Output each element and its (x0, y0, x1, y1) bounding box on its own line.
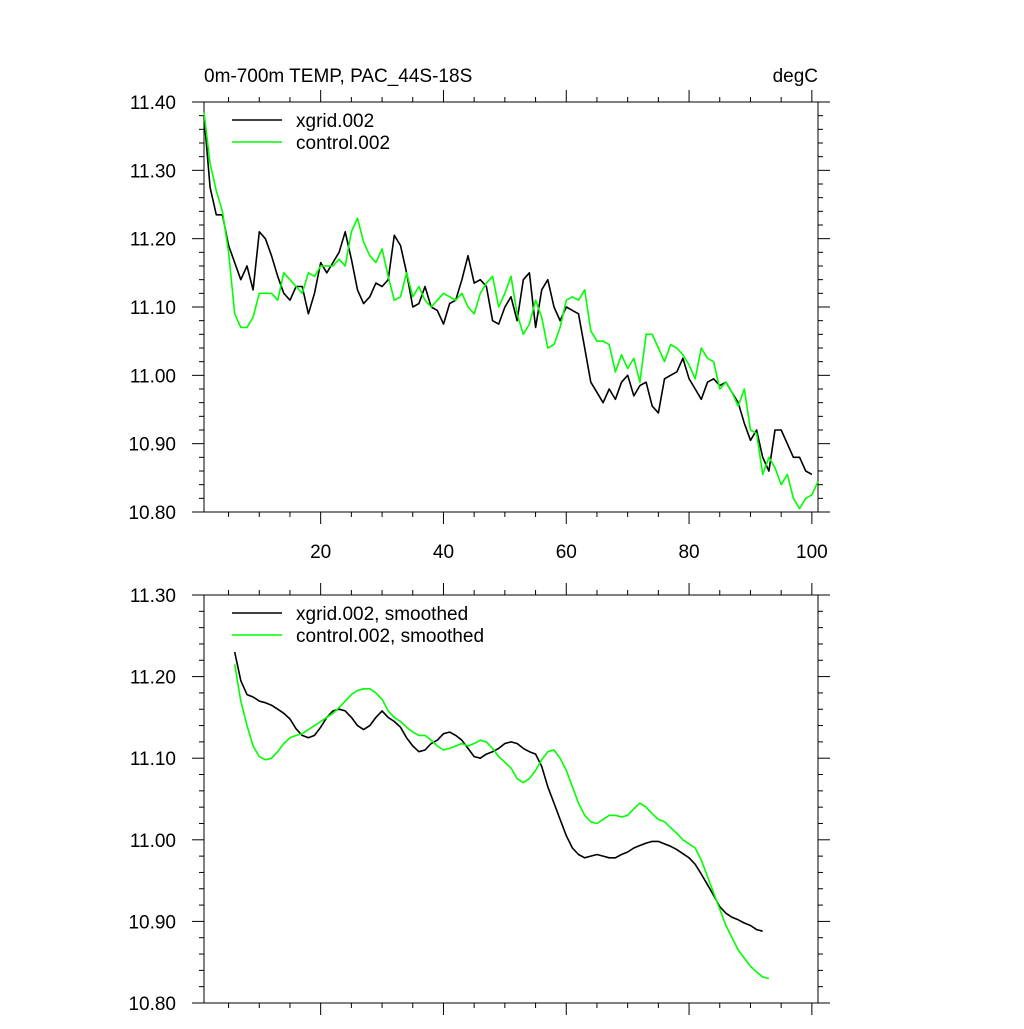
series-line-xgrid-002-smoothed (233, 651, 763, 932)
y-tick-label: 10.80 (128, 994, 176, 1015)
y-tick-label: 11.40 (130, 93, 176, 114)
x-tick-label: 60 (556, 542, 577, 563)
series-line-xgrid-002 (203, 115, 813, 476)
y-tick-label: 11.30 (130, 586, 176, 607)
x-tick-label: 40 (433, 542, 454, 563)
y-tick-label: 11.00 (130, 366, 176, 387)
y-tick-label: 11.20 (130, 230, 176, 251)
legend-label: xgrid.002, smoothed (296, 604, 468, 625)
x-tick-label: 20 (310, 542, 331, 563)
y-tick-label: 11.20 (130, 668, 176, 689)
x-tick-label: 100 (796, 542, 828, 563)
series-line-control-002-smoothed (233, 664, 770, 980)
y-tick-label: 11.10 (130, 298, 176, 319)
plot-frame (203, 594, 819, 1004)
top-panel: 20 40 60 80 100 10.80 10.90 11.00 11.10 11.20 11.3… (128, 66, 830, 563)
y-tick-label: 10.90 (128, 912, 176, 933)
chart-title: 0m-700m TEMP, PAC_44S-18S (204, 66, 472, 87)
units-label: degC (773, 66, 818, 87)
y-tick-label: 11.00 (130, 831, 176, 852)
legend-label: control.002, smoothed (296, 626, 484, 647)
legend-label: control.002 (296, 133, 390, 154)
y-tick-label: 10.80 (128, 503, 176, 524)
y-tick-label: 11.30 (130, 161, 176, 182)
series-line-control-002 (203, 112, 819, 510)
legend-label: xgrid.002 (296, 111, 374, 132)
x-tick-label: 80 (678, 542, 699, 563)
plot-frame (203, 101, 819, 513)
y-tick-label: 10.90 (128, 435, 176, 456)
y-tick-label: 11.10 (130, 749, 176, 770)
bottom-panel: 10.80 10.90 11.00 11.10 11.20 11.30 xgrid.002,… (128, 583, 830, 1015)
